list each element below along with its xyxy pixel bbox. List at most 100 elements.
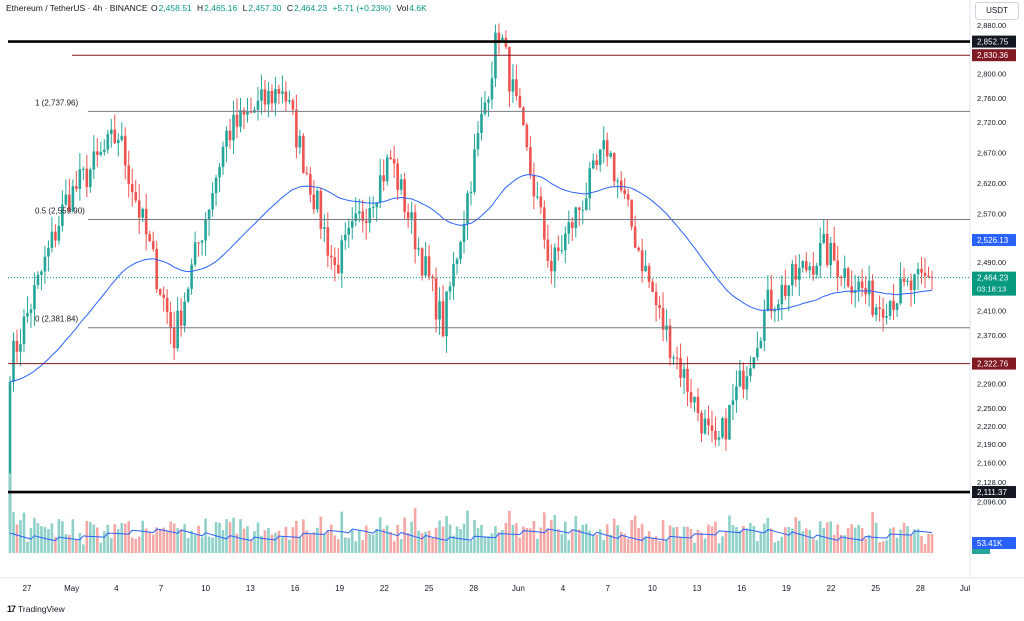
- volume-bar: [714, 521, 717, 553]
- candle-body: [490, 78, 494, 100]
- volume-bar: [682, 526, 686, 553]
- volume-bar: [399, 539, 403, 553]
- candle-body: [525, 124, 529, 148]
- candle-body: [735, 386, 738, 401]
- candle-body: [714, 430, 717, 440]
- candle-body: [536, 196, 539, 198]
- candle-body: [410, 212, 413, 219]
- candle-body: [745, 376, 749, 390]
- volume-bar: [777, 540, 780, 553]
- candle-body: [274, 88, 277, 104]
- volume-bar: [728, 515, 731, 553]
- volume-bar: [756, 541, 759, 553]
- candle-body: [15, 340, 19, 352]
- volume-bar: [466, 510, 469, 553]
- candle-body: [434, 278, 438, 320]
- candle-body: [811, 266, 815, 275]
- candle-body: [679, 357, 682, 378]
- tradingview-logo[interactable]: 17 TradingView: [7, 604, 65, 614]
- candle-body: [567, 222, 571, 234]
- candle-body: [731, 400, 735, 405]
- volume-bar: [309, 534, 312, 553]
- candle-body: [368, 208, 372, 223]
- volume-bar: [389, 531, 392, 553]
- candle-body: [155, 248, 158, 290]
- volume-bar: [595, 534, 599, 553]
- volume-bar: [797, 520, 801, 553]
- candle-body: [822, 233, 826, 243]
- volume-bar: [591, 535, 595, 553]
- volume-bar: [22, 512, 26, 553]
- candle-body: [668, 325, 672, 359]
- candle-body: [878, 307, 881, 310]
- volume-bar: [672, 527, 675, 553]
- volume-bar: [326, 530, 330, 553]
- volume-bar: [459, 529, 462, 553]
- candle-body: [151, 241, 155, 249]
- candle-body: [96, 151, 99, 155]
- volume-bar: [563, 521, 567, 553]
- candle-body: [89, 169, 92, 188]
- volume-bar: [434, 527, 438, 553]
- y-tick-label: 2,190.00: [977, 440, 1006, 449]
- candle-body: [385, 157, 389, 182]
- candle-body: [791, 264, 794, 286]
- x-tick-label: 10: [648, 584, 657, 593]
- candle-body: [347, 227, 351, 235]
- volume-bar: [267, 528, 270, 553]
- volume-bar: [336, 539, 340, 553]
- volume-bar: [176, 528, 179, 553]
- fib-level-label: 0.5 (2,559.90): [35, 207, 85, 216]
- last-price-badge: [972, 271, 1016, 296]
- candle-body: [263, 89, 267, 105]
- volume-bar: [144, 528, 148, 553]
- volume-bar: [829, 521, 833, 553]
- volume-bar: [371, 534, 375, 553]
- candle-body: [689, 391, 693, 403]
- candle-body: [336, 264, 340, 274]
- candle-body: [61, 204, 64, 226]
- candle-body: [54, 231, 57, 241]
- volume-bar: [899, 529, 902, 553]
- volume-bar: [693, 542, 696, 553]
- volume-bar: [878, 542, 881, 553]
- candle-body: [455, 259, 459, 264]
- candle-body: [158, 289, 162, 295]
- candle-body: [361, 211, 365, 221]
- volume-bar: [343, 537, 347, 553]
- candle-body: [752, 357, 756, 369]
- candle-body: [82, 168, 85, 170]
- volume-bar: [839, 534, 843, 553]
- candle-body: [623, 189, 626, 195]
- candle-body: [724, 418, 728, 440]
- volume-bar: [504, 522, 508, 553]
- candle-body: [116, 139, 120, 144]
- ma-price-label: 2,526.13: [977, 236, 1009, 245]
- volume-badge: [972, 537, 1016, 549]
- volume-bar: [647, 531, 651, 553]
- volume-bar: [818, 521, 822, 553]
- candle-body: [616, 180, 619, 182]
- candle-body: [742, 370, 745, 390]
- volume-bar: [235, 533, 239, 553]
- candle-body: [560, 250, 564, 252]
- candle-body: [452, 263, 455, 287]
- volume-bar: [75, 539, 78, 553]
- volume-bar: [923, 543, 927, 553]
- volume-bar: [689, 528, 693, 553]
- y-tick-label: 2,128.00: [977, 478, 1006, 487]
- moving-average-line: [9, 174, 933, 383]
- candle-body: [218, 167, 221, 178]
- currency-button[interactable]: USDT: [975, 2, 1019, 20]
- candle-body: [766, 289, 770, 311]
- candle-body: [148, 234, 151, 242]
- volume-bar: [686, 526, 689, 553]
- volume-bar: [476, 528, 480, 553]
- volume-bar: [85, 520, 89, 553]
- level-price-label: 2,111.37: [977, 488, 1008, 497]
- volume-bar: [724, 531, 728, 553]
- volume-bar: [263, 530, 267, 553]
- x-tick-label: 25: [871, 584, 880, 593]
- volume-bar: [12, 512, 15, 553]
